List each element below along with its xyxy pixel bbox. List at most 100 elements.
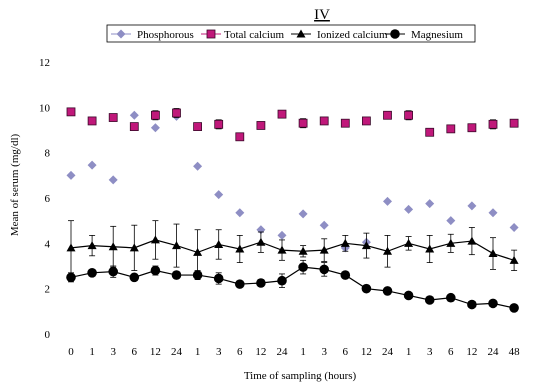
data-point bbox=[404, 110, 414, 120]
data-point bbox=[319, 245, 329, 254]
data-point bbox=[129, 122, 139, 131]
data-point bbox=[192, 270, 203, 280]
x-tick-label-10: 24 bbox=[277, 346, 289, 358]
data-point bbox=[488, 208, 498, 218]
data-point bbox=[488, 249, 498, 258]
legend-label: Ionized calcium bbox=[317, 29, 388, 41]
data-point bbox=[235, 132, 245, 142]
y-tick-label-4: 8 bbox=[45, 148, 51, 160]
data-point bbox=[129, 243, 139, 252]
data-point bbox=[108, 242, 118, 251]
x-tick-label-3: 6 bbox=[132, 346, 138, 358]
data-point bbox=[150, 235, 160, 244]
x-tick-label-0: 0 bbox=[68, 346, 74, 358]
x-tick-label-11: 1 bbox=[300, 346, 306, 358]
data-point bbox=[488, 119, 498, 129]
data-point bbox=[340, 270, 351, 280]
x-tick-label-19: 12 bbox=[466, 346, 477, 358]
data-point bbox=[214, 239, 224, 248]
data-point bbox=[108, 113, 118, 122]
x-tick-label-21: 48 bbox=[509, 346, 521, 358]
data-point bbox=[425, 127, 435, 137]
y-tick-label-6: 12 bbox=[39, 57, 50, 69]
data-point bbox=[129, 110, 139, 120]
data-point bbox=[66, 107, 76, 117]
data-point bbox=[193, 247, 203, 256]
data-point bbox=[256, 121, 266, 130]
data-point bbox=[383, 246, 392, 255]
data-point bbox=[150, 265, 161, 276]
data-point bbox=[446, 216, 456, 226]
x-tick-label-13: 6 bbox=[343, 346, 349, 358]
data-point bbox=[150, 123, 160, 133]
data-point bbox=[383, 110, 392, 120]
data-point bbox=[361, 116, 371, 126]
x-tick-label-1: 1 bbox=[89, 346, 95, 358]
legend-label: Total calcium bbox=[224, 29, 284, 41]
x-tick-label-5: 24 bbox=[171, 346, 183, 358]
x-tick-label-9: 12 bbox=[255, 346, 266, 358]
data-point bbox=[87, 160, 97, 170]
legend-item: Phosphorous bbox=[111, 29, 194, 41]
data-point bbox=[277, 230, 287, 240]
y-tick-label-2: 4 bbox=[45, 238, 51, 250]
data-point bbox=[509, 255, 519, 264]
series-total-calcium bbox=[66, 107, 519, 142]
data-point bbox=[467, 299, 477, 310]
legend-marker bbox=[116, 29, 126, 39]
data-point bbox=[361, 241, 371, 250]
data-point bbox=[193, 161, 203, 171]
data-point bbox=[361, 283, 372, 294]
data-point bbox=[382, 286, 393, 296]
data-point bbox=[235, 244, 245, 253]
data-point bbox=[277, 275, 287, 286]
legend-marker bbox=[296, 29, 306, 38]
data-point bbox=[298, 209, 308, 219]
series-ionized-calcium bbox=[66, 220, 519, 276]
data-point bbox=[108, 266, 118, 277]
data-point bbox=[319, 220, 329, 230]
data-point bbox=[404, 204, 414, 214]
data-point bbox=[446, 124, 456, 134]
data-point bbox=[340, 238, 350, 247]
data-point bbox=[298, 118, 308, 128]
data-point bbox=[172, 108, 181, 118]
data-point bbox=[404, 238, 414, 247]
data-point bbox=[467, 201, 477, 211]
legend-label: Phosphorous bbox=[137, 29, 194, 41]
data-point bbox=[171, 270, 182, 280]
data-point bbox=[446, 292, 456, 303]
x-tick-label-20: 24 bbox=[488, 346, 500, 358]
data-point bbox=[87, 116, 97, 126]
legend-marker bbox=[390, 29, 400, 39]
data-point bbox=[424, 295, 435, 305]
y-tick-label-1: 2 bbox=[45, 284, 51, 296]
data-point bbox=[340, 118, 350, 128]
x-tick-label-17: 3 bbox=[427, 346, 433, 358]
data-point bbox=[256, 278, 266, 288]
x-tick-label-16: 1 bbox=[406, 346, 412, 358]
data-point bbox=[66, 170, 76, 180]
series-magnesium bbox=[66, 259, 519, 313]
chart-title: IV bbox=[314, 7, 330, 23]
data-point bbox=[193, 122, 203, 131]
data-point bbox=[277, 245, 287, 254]
legend-item: Ionized calcium bbox=[291, 29, 388, 41]
x-tick-label-2: 3 bbox=[110, 346, 116, 358]
data-point bbox=[298, 246, 308, 255]
x-tick-label-6: 1 bbox=[195, 346, 201, 358]
legend-marker bbox=[206, 29, 216, 39]
data-point bbox=[150, 110, 160, 120]
data-point bbox=[214, 190, 224, 200]
series-layer bbox=[66, 107, 519, 313]
series-line bbox=[70, 266, 515, 309]
data-point bbox=[172, 241, 181, 250]
series-phosphorous bbox=[66, 110, 519, 253]
y-axis-label: Mean of serum (mg/dl) bbox=[9, 133, 21, 236]
legend-item: Total calcium bbox=[201, 29, 284, 41]
y-tick-label-3: 6 bbox=[45, 193, 51, 205]
x-tick-label-14: 12 bbox=[361, 346, 372, 358]
x-tick-label-7: 3 bbox=[216, 346, 222, 358]
y-tick-label-0: 0 bbox=[45, 329, 51, 341]
